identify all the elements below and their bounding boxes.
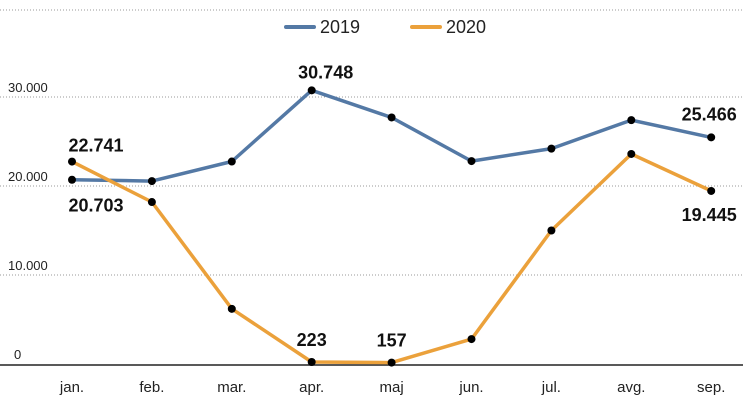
- legend: 2019 2020: [284, 17, 486, 37]
- x-tick-label: jan.: [59, 379, 84, 396]
- x-tick-label: sep.: [697, 379, 725, 396]
- x-tick-label: jun.: [458, 379, 483, 396]
- y-tick-label: 10.000: [8, 258, 48, 273]
- data-point: [707, 186, 716, 195]
- grid-lines: [0, 9, 743, 366]
- y-tick-label: 30.000: [8, 80, 48, 95]
- data-label: 22.741: [68, 136, 123, 156]
- data-point: [707, 133, 716, 142]
- legend-label: 2020: [446, 17, 486, 37]
- data-point: [627, 116, 636, 125]
- data-point: [547, 226, 556, 235]
- data-point: [627, 149, 636, 158]
- data-label: 20.703: [68, 196, 123, 216]
- data-point: [147, 198, 156, 207]
- data-label: 223: [297, 330, 327, 350]
- legend-label: 2019: [320, 17, 360, 37]
- data-point: [307, 358, 316, 367]
- x-tick-label: jul.: [541, 379, 561, 396]
- x-tick-label: apr.: [299, 379, 324, 396]
- data-labels: 22.741 20.703 30.748 223 157 25.466 19.445: [68, 62, 736, 350]
- y-axis-ticks: 0 10.000 20.000 30.000: [8, 80, 48, 362]
- data-point: [467, 335, 476, 344]
- data-point: [547, 144, 556, 153]
- x-tick-label: feb.: [139, 379, 164, 396]
- x-tick-label: avg.: [617, 379, 645, 396]
- data-point: [68, 157, 76, 166]
- data-point: [307, 86, 316, 95]
- data-point: [467, 157, 476, 166]
- x-axis-ticks: jan. feb. mar. apr. maj jun. jul. avg. sep.: [59, 379, 725, 396]
- x-tick-label: maj: [380, 379, 404, 396]
- y-tick-label: 0: [14, 347, 21, 362]
- data-label: 30.748: [298, 62, 353, 82]
- data-point: [68, 175, 76, 184]
- data-label: 19.445: [682, 205, 737, 225]
- y-tick-label: 20.000: [8, 169, 48, 184]
- series-lines: [68, 86, 716, 367]
- data-point: [227, 157, 236, 166]
- data-label: 25.466: [682, 104, 737, 124]
- data-label: 157: [377, 331, 407, 351]
- data-point: [227, 304, 236, 313]
- data-point: [387, 113, 396, 122]
- data-point: [387, 358, 396, 367]
- data-point: [147, 177, 156, 186]
- x-tick-label: mar.: [217, 379, 246, 396]
